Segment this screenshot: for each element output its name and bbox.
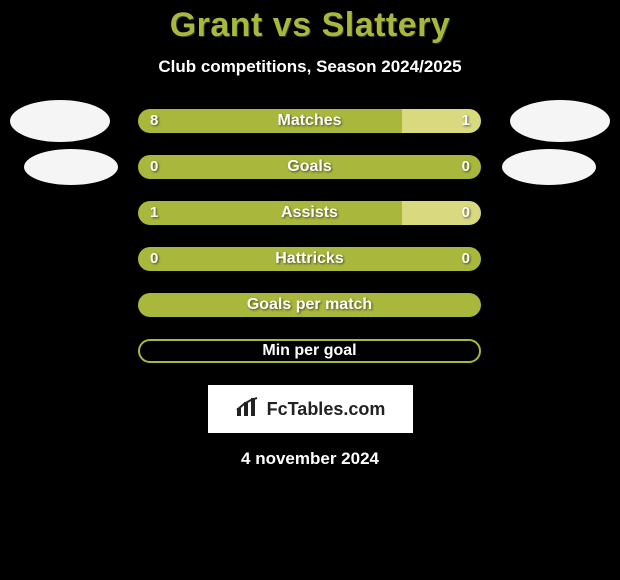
stat-row: Assists10 <box>0 201 620 225</box>
stat-bar <box>138 293 481 317</box>
stat-bar <box>138 201 481 225</box>
stat-row: Matches81 <box>0 109 620 133</box>
chart-icon <box>235 396 261 423</box>
stat-bar-left <box>138 109 402 133</box>
stat-row: Goals per match <box>0 293 620 317</box>
stat-rows: Matches81Goals00Assists10Hattricks00Goal… <box>0 109 620 363</box>
stat-value-right: 0 <box>462 201 470 225</box>
player-left-avatar <box>24 149 118 185</box>
stat-bar-left <box>138 293 481 317</box>
player-left-avatar <box>10 100 110 142</box>
page-title: Grant vs Slattery <box>0 6 620 45</box>
stat-row: Goals00 <box>0 155 620 179</box>
player-right-avatar <box>502 149 596 185</box>
stat-value-left: 1 <box>150 201 158 225</box>
stat-bar <box>138 155 481 179</box>
stat-bar <box>138 247 481 271</box>
stat-row: Hattricks00 <box>0 247 620 271</box>
stat-value-right: 0 <box>462 247 470 271</box>
stat-value-left: 8 <box>150 109 158 133</box>
stat-row: Min per goal <box>0 339 620 363</box>
stat-bar-left <box>138 201 402 225</box>
stat-value-left: 0 <box>150 155 158 179</box>
player-right-avatar <box>510 100 610 142</box>
stat-bar-left <box>138 155 481 179</box>
comparison-card: Grant vs Slattery Club competitions, Sea… <box>0 0 620 469</box>
stat-bar <box>138 339 481 363</box>
stat-value-right: 0 <box>462 155 470 179</box>
stat-bar-left <box>138 247 481 271</box>
logo-text: FcTables.com <box>267 399 386 420</box>
subtitle: Club competitions, Season 2024/2025 <box>0 57 620 77</box>
fctables-logo[interactable]: FcTables.com <box>208 385 413 433</box>
date-label: 4 november 2024 <box>0 449 620 469</box>
stat-value-right: 1 <box>462 109 470 133</box>
stat-value-left: 0 <box>150 247 158 271</box>
stat-bar <box>138 109 481 133</box>
